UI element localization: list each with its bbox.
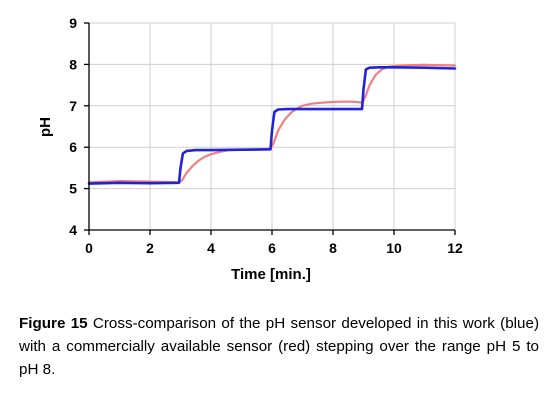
- tick-labels: 0 2 4 6 8 10 12 4 5 6 7 8 9: [69, 15, 463, 256]
- y-tick-label: 5: [69, 181, 77, 197]
- series-line-1: [87, 66, 457, 185]
- y-tick-label: 6: [69, 139, 77, 155]
- y-tick-label: 9: [69, 15, 77, 31]
- axes: [84, 22, 456, 235]
- x-axis-title: Time [min.]: [231, 266, 311, 283]
- y-tick-label: 7: [69, 98, 77, 114]
- x-tick-label: 0: [85, 240, 93, 256]
- x-tick-label: 8: [329, 240, 337, 256]
- x-tick-label: 12: [447, 240, 463, 256]
- series-group: [87, 63, 457, 185]
- y-tick-label: 8: [69, 56, 77, 72]
- x-tick-label: 10: [386, 240, 402, 256]
- y-axis-title: pH: [37, 117, 54, 137]
- y-tick-label: 4: [69, 222, 77, 238]
- grid: [88, 22, 456, 231]
- x-tick-label: 4: [207, 240, 215, 256]
- caption-text: Cross-comparison of the pH sensor develo…: [19, 315, 539, 378]
- x-tick-label: 2: [146, 240, 154, 256]
- caption-label: Figure 15: [19, 315, 88, 332]
- figure-caption: Figure 15 Cross-comparison of the pH sen…: [19, 312, 539, 381]
- series-line-0: [87, 63, 457, 184]
- chart: 0 2 4 6 8 10 12 4 5 6 7 8 9 Time [min.] pH: [37, 15, 463, 283]
- x-tick-label: 6: [268, 240, 276, 256]
